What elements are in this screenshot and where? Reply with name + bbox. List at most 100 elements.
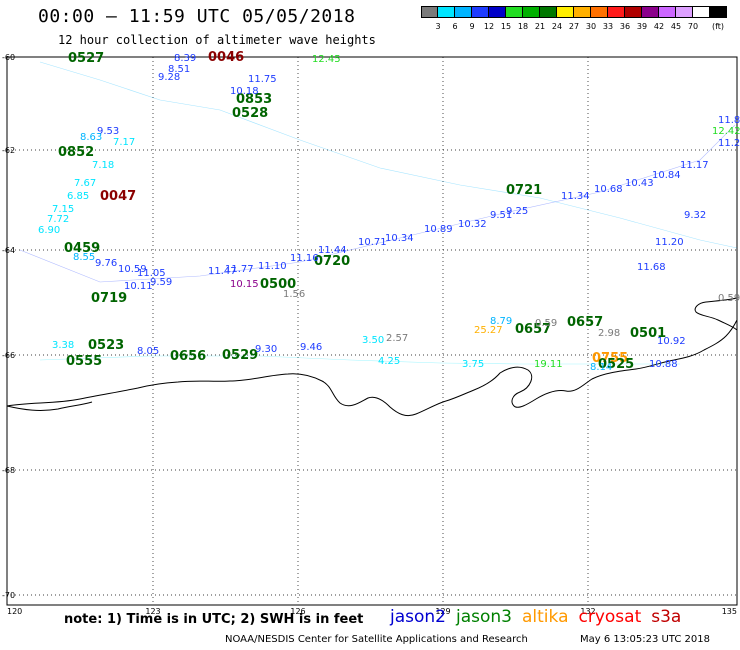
color-scale-cell <box>472 6 489 18</box>
swh-value-label: 11.47 <box>208 266 237 277</box>
swh-value-label: 3.75 <box>462 359 484 370</box>
swh-value-label: 11.44 <box>318 245 347 256</box>
swh-value-label: 10.68 <box>594 184 623 195</box>
swh-value-label: 10.15 <box>230 279 259 290</box>
swh-value-label: 11.77 <box>225 264 254 275</box>
swh-value-label: 7.17 <box>113 137 135 148</box>
swh-value-label: 8.63 <box>80 132 102 143</box>
coastline-inlet <box>6 401 93 411</box>
pass-time-label: 0657 <box>567 315 603 330</box>
color-scale-label: 18 <box>517 22 529 31</box>
color-scale-label: 24 <box>551 22 563 31</box>
pass-time-label: 0720 <box>314 254 350 269</box>
color-scale-cell <box>523 6 540 18</box>
swh-value-label: 9.28 <box>158 72 180 83</box>
swh-value-label: 7.72 <box>47 214 69 225</box>
pass-time-label: 0523 <box>88 338 124 353</box>
swh-value-label: 11.05 <box>137 268 166 279</box>
color-scale-label: (ft) <box>711 22 725 31</box>
color-scale-cell <box>693 6 710 18</box>
color-scale-cell <box>557 6 574 18</box>
swh-value-label: 6.90 <box>38 225 60 236</box>
legend-item-cryosat: cryosat <box>578 607 642 627</box>
track-line-1 <box>39 61 738 249</box>
swh-value-label: 10.11 <box>124 281 153 292</box>
color-scale-label: 12 <box>483 22 495 31</box>
color-scale-label: 45 <box>670 22 682 31</box>
color-scale-cell <box>438 6 455 18</box>
swh-value-label: 25.27 <box>474 325 503 336</box>
color-scale-cell <box>659 6 676 18</box>
footnote: note: 1) Time is in UTC; 2) SWH is in fe… <box>64 612 364 627</box>
swh-value-label: 10.59 <box>118 264 147 275</box>
latitude-label: -66 <box>2 351 15 360</box>
axis-labels: -60 -62 -64 -66 -68 -70 120 123 126 129 132 135 <box>2 53 737 616</box>
swh-value-label: 9.59 <box>150 277 172 288</box>
swh-value-label: 10.89 <box>424 224 453 235</box>
color-scale-label: 15 <box>500 22 512 31</box>
latitude-label: -70 <box>2 591 15 600</box>
swh-value-label: 10.88 <box>649 359 678 370</box>
color-scale-cell <box>608 6 625 18</box>
swh-value-label: 11.80 <box>718 115 740 126</box>
color-scale-cell <box>455 6 472 18</box>
swh-value-label: 11.10 <box>258 261 287 272</box>
color-scale-label: 30 <box>585 22 597 31</box>
color-scale-cell <box>574 6 591 18</box>
swh-value-label: 3.38 <box>52 340 74 351</box>
longitude-label: 135 <box>722 607 737 616</box>
map-subtitle: 12 hour collection of altimeter wave hei… <box>58 33 376 47</box>
color-scale-label: 27 <box>568 22 580 31</box>
pass-time-label: 0046 <box>208 50 244 65</box>
pass-time-label: 0459 <box>64 241 100 256</box>
pass-time-label: 0528 <box>232 106 268 121</box>
swh-value-label: 9.76 <box>95 258 117 269</box>
swh-value-label: 7.67 <box>74 178 96 189</box>
credits-text: NOAA/NESDIS Center for Satellite Applica… <box>225 634 528 645</box>
swh-value-label: 10.84 <box>652 170 681 181</box>
swh-value-label: 11.17 <box>680 160 709 171</box>
pass-time-label: 0853 <box>236 92 272 107</box>
longitude-label: 126 <box>290 607 305 616</box>
pass-time-label: 0527 <box>68 51 104 66</box>
pass-time-label: 0047 <box>100 189 136 204</box>
pass-time-label: 0721 <box>506 183 542 198</box>
swh-value-label: 9.25 <box>506 206 528 217</box>
antarctic-coastline <box>6 319 738 417</box>
longitude-label: 123 <box>145 607 160 616</box>
legend-item-jason3: jason3 <box>456 607 512 627</box>
swh-value-label: 2.57 <box>386 333 408 344</box>
pass-time-label: 0529 <box>222 348 258 363</box>
pass-time-label: 0719 <box>91 291 127 306</box>
swh-value-label: 8.79 <box>490 316 512 327</box>
swh-value-label: 11.16 <box>290 253 319 264</box>
color-scale-bar <box>421 6 727 18</box>
color-scale-label: 42 <box>653 22 665 31</box>
color-scale-cell <box>625 6 642 18</box>
swh-value-label: 3.50 <box>362 335 384 346</box>
swh-value-label: 11.23 <box>718 138 740 149</box>
pass-time-label: 0755 <box>592 351 628 366</box>
track-line-3 <box>39 355 680 365</box>
swh-value-label: 11.20 <box>655 237 684 248</box>
pass-time-label: 0657 <box>515 322 551 337</box>
swh-value-label: 10.32 <box>458 219 487 230</box>
swh-value-label: 9.46 <box>300 342 322 353</box>
pass-time-label: 0501 <box>630 326 666 341</box>
color-scale-label: 33 <box>602 22 614 31</box>
track-line-2 <box>19 124 736 283</box>
plot-frame <box>6 56 738 606</box>
legend-item-jason2: jason2 <box>390 607 446 627</box>
swh-value-label: 6.85 <box>67 191 89 202</box>
longitude-label: 132 <box>580 607 595 616</box>
pass-time-label: 0852 <box>58 145 94 160</box>
swh-value-label: 0.59 <box>535 318 557 329</box>
color-scale-cell <box>540 6 557 18</box>
graticule <box>7 57 737 605</box>
swh-value-label: 10.71 <box>358 237 387 248</box>
swh-value-label: 12.45 <box>312 54 341 65</box>
color-scale-label: 3 <box>435 22 441 31</box>
color-scale-label: 21 <box>534 22 546 31</box>
swh-value-label: 10.43 <box>625 178 654 189</box>
